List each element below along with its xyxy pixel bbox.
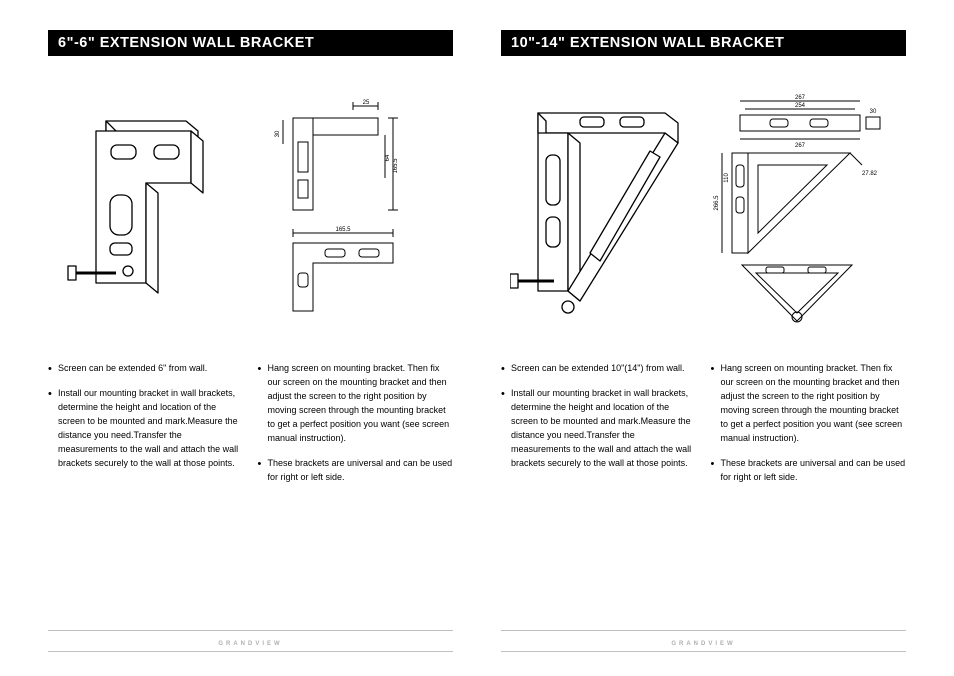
right-title-bar: 10"-14" EXTENSION WALL BRACKET <box>501 30 906 56</box>
bullet-list: Screen can be extended 10"(14") from wal… <box>501 362 697 471</box>
left-instructions: Screen can be extended 6" from wall. Ins… <box>48 362 453 496</box>
left-diagram-area: 25 165.5 64 30 <box>48 56 453 346</box>
dim-label: 165.5 <box>393 157 399 173</box>
dim-label: 266.5 <box>714 194 720 210</box>
left-instr-col2: Hang screen on mounting bracket. Then fi… <box>258 362 454 496</box>
dim-label: 267 <box>795 143 806 149</box>
instruction-item: Hang screen on mounting bracket. Then fi… <box>711 362 907 446</box>
footer-left: GRANDVIEW <box>48 630 453 652</box>
footer-right: GRANDVIEW <box>501 630 906 652</box>
right-diagram-area: 267 254 30 267 <box>501 56 906 346</box>
pages-container: 6"-6" EXTENSION WALL BRACKET <box>48 30 906 620</box>
bullet-list: Screen can be extended 6" from wall. Ins… <box>48 362 244 471</box>
bullet-list: Hang screen on mounting bracket. Then fi… <box>258 362 454 485</box>
dim-label: 30 <box>275 130 281 137</box>
footer-brand: GRANDVIEW <box>218 641 282 647</box>
instruction-item: Hang screen on mounting bracket. Then fi… <box>258 362 454 446</box>
left-bracket-3d-icon <box>66 103 236 318</box>
instruction-item: These brackets are universal and can be … <box>711 457 907 485</box>
right-bracket-3d-icon <box>510 95 700 325</box>
dim-label: 165.5 <box>336 227 352 233</box>
dim-label: 30 <box>870 109 877 115</box>
right-page: 10"-14" EXTENSION WALL BRACKET <box>501 30 906 620</box>
instruction-item: Install our mounting bracket in wall bra… <box>501 387 697 471</box>
left-bracket-ortho-icon: 25 165.5 64 30 <box>265 98 435 323</box>
right-instructions: Screen can be extended 10"(14") from wal… <box>501 362 906 496</box>
dim-label: 25 <box>363 100 370 106</box>
dim-label: 27.82 <box>862 171 878 177</box>
right-bracket-ortho-icon: 267 254 30 267 <box>712 93 897 328</box>
right-instr-col1: Screen can be extended 10"(14") from wal… <box>501 362 697 496</box>
instruction-item: These brackets are universal and can be … <box>258 457 454 485</box>
right-instr-col2: Hang screen on mounting bracket. Then fi… <box>711 362 907 496</box>
dim-label: 64 <box>385 154 391 161</box>
left-page: 6"-6" EXTENSION WALL BRACKET <box>48 30 453 620</box>
dim-label: 254 <box>795 103 806 109</box>
bullet-list: Hang screen on mounting bracket. Then fi… <box>711 362 907 485</box>
instruction-item: Screen can be extended 6" from wall. <box>48 362 244 376</box>
dim-label: 110 <box>724 172 730 182</box>
left-instr-col1: Screen can be extended 6" from wall. Ins… <box>48 362 244 496</box>
instruction-item: Screen can be extended 10"(14") from wal… <box>501 362 697 376</box>
dim-label: 267 <box>795 95 806 101</box>
footers: GRANDVIEW GRANDVIEW <box>48 630 906 652</box>
footer-brand: GRANDVIEW <box>671 641 735 647</box>
footer-rules: GRANDVIEW GRANDVIEW <box>48 630 906 652</box>
left-title-bar: 6"-6" EXTENSION WALL BRACKET <box>48 30 453 56</box>
instruction-item: Install our mounting bracket in wall bra… <box>48 387 244 471</box>
